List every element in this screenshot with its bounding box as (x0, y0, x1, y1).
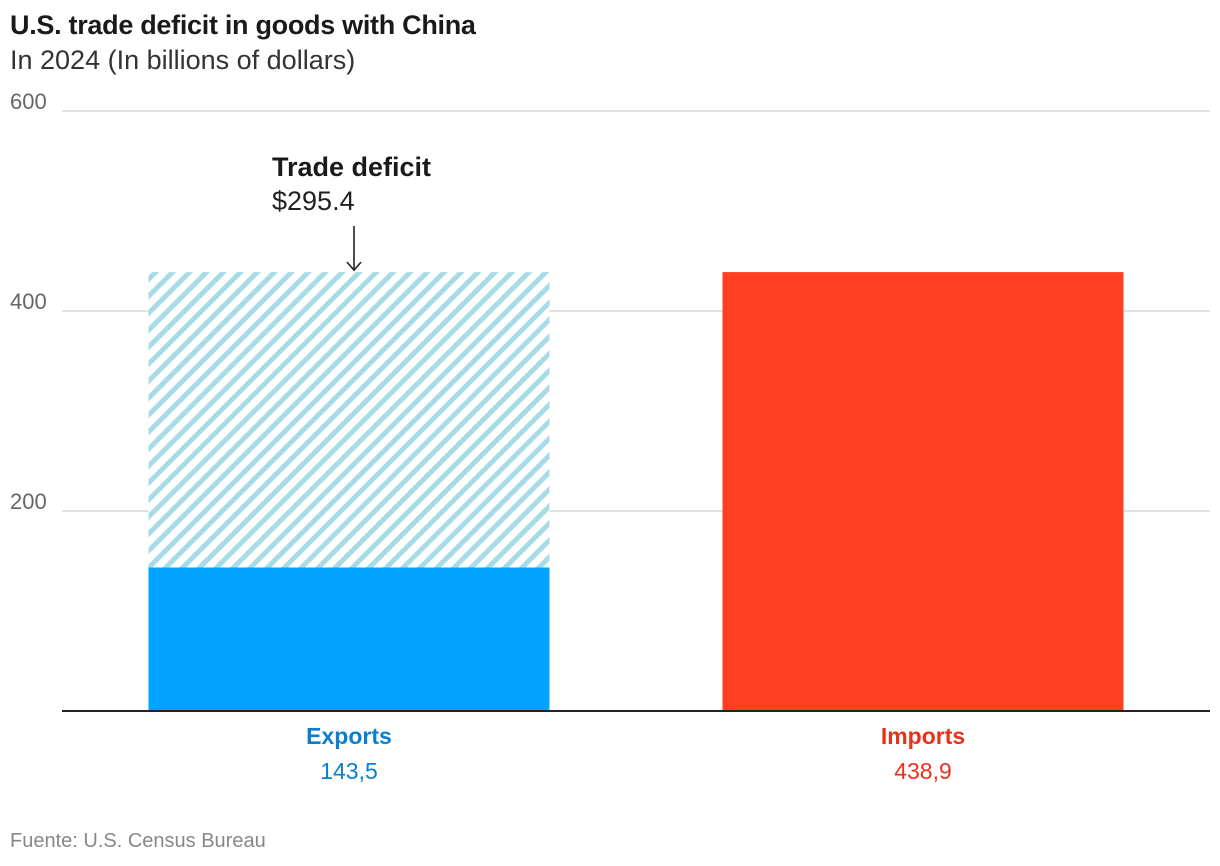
bar-exports (148, 567, 550, 711)
chart-title: U.S. trade deficit in goods with China (10, 10, 476, 40)
value-label-exports: 143,5 (320, 758, 378, 784)
source-note: Fuente: U.S. Census Bureau (10, 830, 266, 852)
annotation-title: Trade deficit (272, 152, 431, 182)
bar-trade-deficit (148, 272, 550, 568)
value-label-imports: 438,9 (894, 758, 952, 784)
bar-imports (722, 272, 1124, 711)
category-label-imports: Imports (881, 723, 965, 749)
chart-subtitle: In 2024 (In billions of dollars) (10, 45, 356, 75)
category-label-exports: Exports (306, 723, 392, 749)
annotation-value: $295.4 (272, 186, 355, 216)
y-tick-label: 400 (10, 289, 47, 314)
y-tick-label: 200 (10, 489, 47, 514)
annotation-arrow-head (346, 261, 362, 272)
y-tick-label: 600 (10, 89, 47, 114)
